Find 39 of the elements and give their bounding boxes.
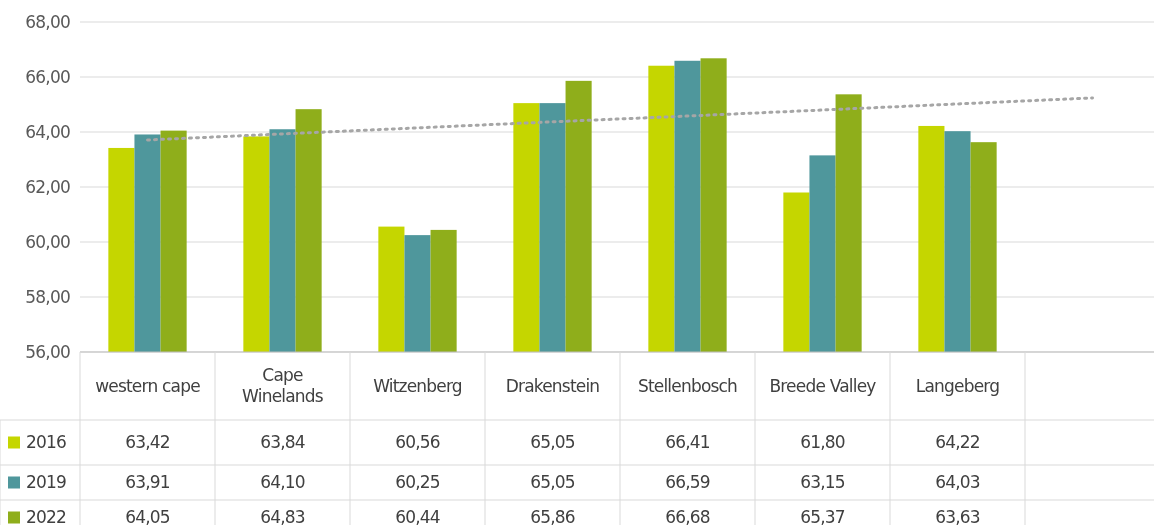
data-label: 64,05 xyxy=(125,507,170,525)
x-tick-label: Langeberg xyxy=(915,375,1000,396)
y-tick-label: 60,00 xyxy=(25,231,70,252)
data-label: 61,80 xyxy=(800,432,845,453)
data-label: 63,42 xyxy=(125,432,170,453)
data-label: 65,05 xyxy=(530,432,575,453)
data-label: 64,10 xyxy=(260,472,305,493)
y-tick-label: 56,00 xyxy=(25,341,70,362)
legend-label: 2022 xyxy=(26,507,67,525)
data-label: 66,59 xyxy=(665,472,710,493)
data-label: 63,63 xyxy=(935,507,980,525)
x-tick-label: Cape Winelands xyxy=(242,365,324,407)
data-label: 64,03 xyxy=(935,472,980,493)
legend-label: 2019 xyxy=(26,472,67,493)
legend-label: 2016 xyxy=(26,432,67,453)
data-label: 65,37 xyxy=(800,507,845,525)
y-tick-label: 68,00 xyxy=(25,11,70,32)
y-tick-label: 62,00 xyxy=(25,176,70,197)
data-label: 66,41 xyxy=(665,432,710,453)
data-label: 60,56 xyxy=(395,432,440,453)
data-label: 63,84 xyxy=(260,432,305,453)
data-label: 65,86 xyxy=(530,507,575,525)
y-tick-label: 66,00 xyxy=(25,66,70,87)
data-label: 63,91 xyxy=(125,472,170,493)
data-label: 65,05 xyxy=(530,472,575,493)
data-label: 64,22 xyxy=(935,432,980,453)
data-label: 66,68 xyxy=(665,507,710,525)
x-tick-label: western cape xyxy=(95,375,201,396)
line-series xyxy=(146,96,1094,142)
y-tick-label: 64,00 xyxy=(25,121,70,142)
x-tick-label: Stellenbosch xyxy=(637,375,738,396)
data-label: 60,25 xyxy=(395,472,440,493)
x-tick-label: Drakenstein xyxy=(505,375,600,396)
x-tick-label: Witzenberg xyxy=(373,375,462,396)
data-label: 60,44 xyxy=(395,507,440,525)
data-label: 64,83 xyxy=(260,507,305,525)
data-label: 63,15 xyxy=(800,472,845,493)
x-tick-label: Breede Valley xyxy=(769,375,877,396)
y-tick-label: 58,00 xyxy=(25,286,70,307)
